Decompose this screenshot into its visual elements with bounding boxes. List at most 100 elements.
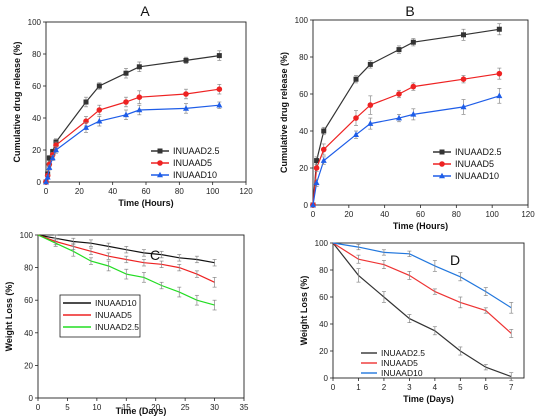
data-point bbox=[367, 61, 373, 67]
y-tick-label: 60 bbox=[299, 90, 308, 99]
x-tick-label: 120 bbox=[239, 187, 253, 196]
panel-title: D bbox=[450, 252, 460, 268]
series-line bbox=[332, 242, 512, 378]
y-tick-label: 40 bbox=[319, 320, 328, 329]
plot-frame bbox=[45, 21, 247, 183]
legend-marker bbox=[439, 172, 445, 179]
x-tick-label: 100 bbox=[485, 210, 499, 219]
data-point bbox=[314, 158, 320, 164]
data-point bbox=[313, 179, 320, 186]
panel-title: A bbox=[140, 3, 150, 19]
data-point bbox=[216, 86, 223, 92]
legend: INUAAD2.5 INUAAD5 INUAAD10 bbox=[151, 146, 220, 180]
data-point bbox=[96, 117, 103, 124]
series-inuaad2-5 bbox=[37, 234, 217, 311]
y-tick-label: 0 bbox=[304, 201, 309, 210]
plot-frame bbox=[332, 242, 525, 379]
data-point bbox=[136, 94, 143, 100]
series-inuaad10 bbox=[43, 101, 223, 185]
y-tick-label: 40 bbox=[299, 127, 308, 136]
x-tick-label: 25 bbox=[181, 403, 190, 412]
y-tick-label: 60 bbox=[32, 82, 41, 91]
data-point bbox=[44, 173, 51, 180]
x-tick-label: 7 bbox=[509, 383, 514, 392]
x-tick-label: 40 bbox=[108, 187, 117, 196]
legend-marker bbox=[439, 149, 445, 155]
y-tick-label: 40 bbox=[24, 329, 33, 338]
panel-title: B bbox=[405, 3, 414, 19]
data-point bbox=[367, 120, 374, 126]
panel-d: 0 1 2 3 4 5 6 7 0 20 40 60 80 100 Time (Days) Weight Lo… bbox=[299, 239, 525, 404]
legend: INUAAD2.5 INUAAD5 INUAAD10 bbox=[433, 147, 502, 181]
series-inuaad2-5 bbox=[332, 242, 514, 382]
x-tick-label: 30 bbox=[210, 403, 219, 412]
x-tick-label: 4 bbox=[433, 383, 438, 392]
x-tick-label: 40 bbox=[380, 210, 389, 219]
data-point bbox=[353, 76, 359, 82]
data-point bbox=[320, 157, 327, 163]
data-point bbox=[183, 57, 189, 63]
legend-label: INUAAD5 bbox=[381, 358, 418, 368]
data-point bbox=[410, 83, 417, 90]
legend: INUAAD10 INUAAD5 INUAAD2.5 bbox=[59, 294, 141, 338]
data-point bbox=[410, 111, 417, 117]
x-tick-label: 6 bbox=[484, 383, 489, 392]
series-inuaad10 bbox=[310, 88, 503, 208]
y-tick-label: 0 bbox=[324, 374, 329, 383]
data-point bbox=[310, 201, 316, 208]
series-inuaad5 bbox=[37, 234, 217, 288]
y-tick-label: 100 bbox=[315, 239, 329, 248]
panel-title: C bbox=[150, 247, 160, 263]
y-tick-label: 80 bbox=[299, 53, 308, 62]
series-inuaad10 bbox=[37, 234, 217, 267]
y-axis-label: Weight Loss (%) bbox=[299, 276, 309, 346]
data-point bbox=[496, 92, 503, 99]
data-point bbox=[353, 131, 359, 137]
data-point bbox=[396, 91, 402, 97]
data-point bbox=[136, 106, 143, 113]
x-axis-label: Time (Hours) bbox=[118, 198, 173, 208]
y-tick-label: 20 bbox=[24, 361, 33, 370]
y-axis-label: Cumulative drug release (%) bbox=[279, 52, 289, 173]
data-point bbox=[43, 178, 49, 185]
y-axis-label: Cumulative drug release (%) bbox=[12, 41, 22, 162]
data-point bbox=[320, 146, 327, 153]
y-tick-label: 0 bbox=[29, 394, 34, 403]
data-point bbox=[83, 99, 89, 105]
data-point bbox=[496, 70, 503, 77]
legend-marker bbox=[157, 160, 163, 166]
data-point bbox=[216, 101, 223, 108]
y-tick-label: 20 bbox=[32, 146, 41, 155]
y-tick-label: 80 bbox=[24, 264, 33, 273]
data-point bbox=[83, 124, 89, 130]
data-point bbox=[96, 83, 102, 89]
x-tick-label: 60 bbox=[142, 187, 151, 196]
data-point bbox=[396, 114, 402, 121]
data-point bbox=[123, 99, 129, 105]
data-point bbox=[367, 102, 374, 108]
x-tick-label: 1 bbox=[356, 383, 361, 392]
legend-marker bbox=[157, 171, 163, 178]
x-axis-label: Time (Days) bbox=[403, 394, 454, 404]
series-line bbox=[332, 242, 512, 334]
legend-box bbox=[59, 294, 141, 338]
y-tick-label: 100 bbox=[28, 18, 42, 27]
x-tick-label: 5 bbox=[65, 403, 70, 412]
x-tick-label: 2 bbox=[382, 383, 387, 392]
x-tick-label: 60 bbox=[416, 210, 425, 219]
data-point bbox=[136, 64, 142, 70]
x-tick-label: 100 bbox=[206, 187, 220, 196]
y-tick-label: 20 bbox=[299, 164, 308, 173]
x-tick-label: 20 bbox=[344, 210, 353, 219]
x-tick-label: 20 bbox=[75, 187, 84, 196]
data-point bbox=[410, 39, 416, 45]
x-tick-label: 35 bbox=[240, 403, 249, 412]
series-line bbox=[312, 73, 500, 206]
panel-b: 0 20 40 60 80 100 120 0 20 40 60 80 100 Time (Hours) C… bbox=[279, 3, 535, 231]
data-point bbox=[50, 149, 56, 155]
data-point bbox=[396, 47, 402, 53]
panel-c: 0 5 10 15 20 25 30 35 0 20 40 60 80 100 Time (Days) Wei… bbox=[4, 231, 249, 416]
data-point bbox=[353, 115, 359, 121]
x-tick-label: 120 bbox=[521, 210, 535, 219]
